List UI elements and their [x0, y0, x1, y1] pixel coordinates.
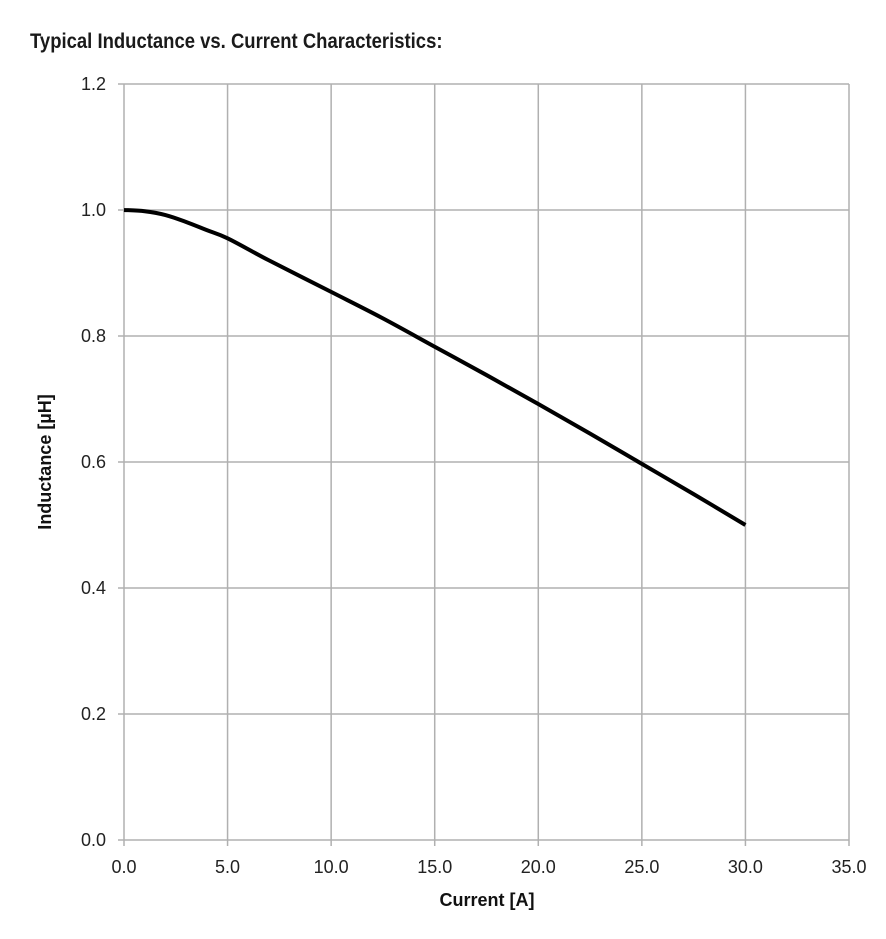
x-tick-label: 10.0 — [314, 857, 349, 877]
series-group — [123, 208, 747, 527]
x-tick-label: 30.0 — [728, 857, 763, 877]
grid — [118, 83, 850, 846]
y-tick-label: 0.8 — [81, 326, 106, 346]
x-tick-label: 35.0 — [831, 857, 866, 877]
x-tick-labels: 0.0 5.0 10.0 15.0 20.0 25.0 30.0 35.0 — [111, 857, 866, 877]
x-tick-label: 0.0 — [111, 857, 136, 877]
x-tick-label: 25.0 — [624, 857, 659, 877]
chart-title: Typical Inductance vs. Current Character… — [30, 30, 443, 53]
x-tick-label: 20.0 — [521, 857, 556, 877]
x-tick-label: 5.0 — [215, 857, 240, 877]
series-line-inductance — [123, 208, 747, 527]
y-tick-labels: 0.0 0.2 0.4 0.6 0.8 1.0 1.2 — [81, 74, 106, 850]
x-axis-label: Current [A] — [440, 890, 535, 910]
y-tick-label: 0.0 — [81, 830, 106, 850]
y-axis-label: Inductance [µH] — [35, 394, 55, 529]
y-tick-label: 0.2 — [81, 704, 106, 724]
y-tick-label: 0.6 — [81, 452, 106, 472]
y-tick-label: 1.2 — [81, 74, 106, 94]
x-tick-label: 15.0 — [417, 857, 452, 877]
y-tick-label: 1.0 — [81, 200, 106, 220]
y-tick-label: 0.4 — [81, 578, 106, 598]
